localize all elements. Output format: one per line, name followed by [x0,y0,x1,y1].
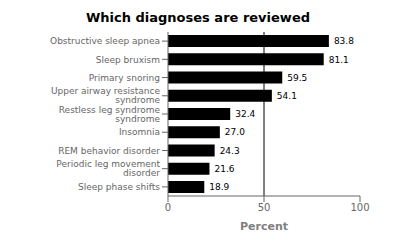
svg-text:59.5: 59.5 [287,73,307,83]
svg-text:Upper airway resistancesyndrom: Upper airway resistancesyndrome [51,86,161,105]
svg-text:81.1: 81.1 [329,55,349,65]
svg-text:Sleep phase shifts: Sleep phase shifts [78,182,160,192]
html-text:Which diagnoses are reviewed: Which diagnoses are reviewed [86,10,310,25]
svg-text:83.8: 83.8 [334,36,354,46]
svg-text:0: 0 [165,202,171,213]
svg-text:Percent: Percent [240,220,288,233]
svg-text:Restless leg syndromesyndrome: Restless leg syndromesyndrome [59,105,161,124]
svg-text:100: 100 [350,202,369,213]
svg-text:Periodic leg movementdisorder: Periodic leg movementdisorder [56,159,160,178]
svg-text:50: 50 [258,202,271,213]
svg-text:Obstructive sleep apnea: Obstructive sleep apnea [50,36,160,46]
svg-text:Sleep bruxism: Sleep bruxism [96,55,160,65]
svg-text:27.0: 27.0 [225,127,245,137]
svg-text:REM behavior disorder: REM behavior disorder [58,146,160,156]
svg-text:54.1: 54.1 [277,91,297,101]
svg-text:32.4: 32.4 [235,109,255,119]
svg-text:21.6: 21.6 [214,164,234,174]
svg-text:Primary snoring: Primary snoring [89,73,160,83]
svg-text:24.3: 24.3 [220,146,240,156]
svg-text:Insomnia: Insomnia [119,127,160,137]
svg-text:18.9: 18.9 [209,182,229,192]
